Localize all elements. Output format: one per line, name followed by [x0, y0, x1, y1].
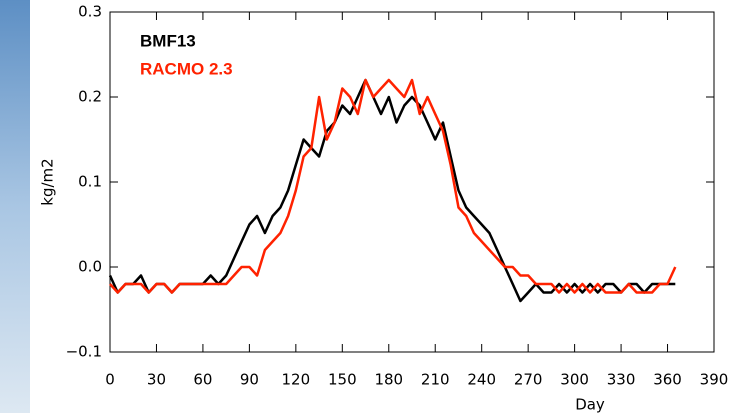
legend-entry: BMF13 [140, 31, 196, 50]
x-tick-label: 240 [467, 371, 496, 389]
x-tick-label: 120 [282, 371, 311, 389]
x-tick-label: 390 [700, 371, 729, 389]
x-tick-label: 0 [105, 371, 115, 389]
y-tick-label: −0.1 [66, 343, 102, 361]
x-tick-label: 180 [374, 371, 403, 389]
x-tick-label: 60 [193, 371, 212, 389]
x-tick-label: 150 [328, 371, 357, 389]
y-tick-label: 0.2 [78, 88, 102, 106]
x-tick-label: 270 [514, 371, 543, 389]
x-tick-label: 330 [607, 371, 636, 389]
x-tick-label: 210 [421, 371, 450, 389]
legend-entry: RACMO 2.3 [140, 59, 233, 78]
y-tick-label: 0.1 [78, 173, 102, 191]
background-strip [0, 0, 30, 413]
x-tick-label: 300 [560, 371, 589, 389]
data-line [108, 78, 676, 303]
x-axis-label: Day [575, 396, 605, 413]
data-line [109, 78, 677, 294]
x-tick-label: 360 [653, 371, 682, 389]
x-tick-label: 90 [240, 371, 259, 389]
y-axis-label: kg/m2 [39, 158, 57, 205]
y-tick-label: 0.0 [78, 258, 102, 276]
y-tick-label: 0.3 [78, 3, 102, 21]
x-tick-label: 30 [147, 371, 166, 389]
